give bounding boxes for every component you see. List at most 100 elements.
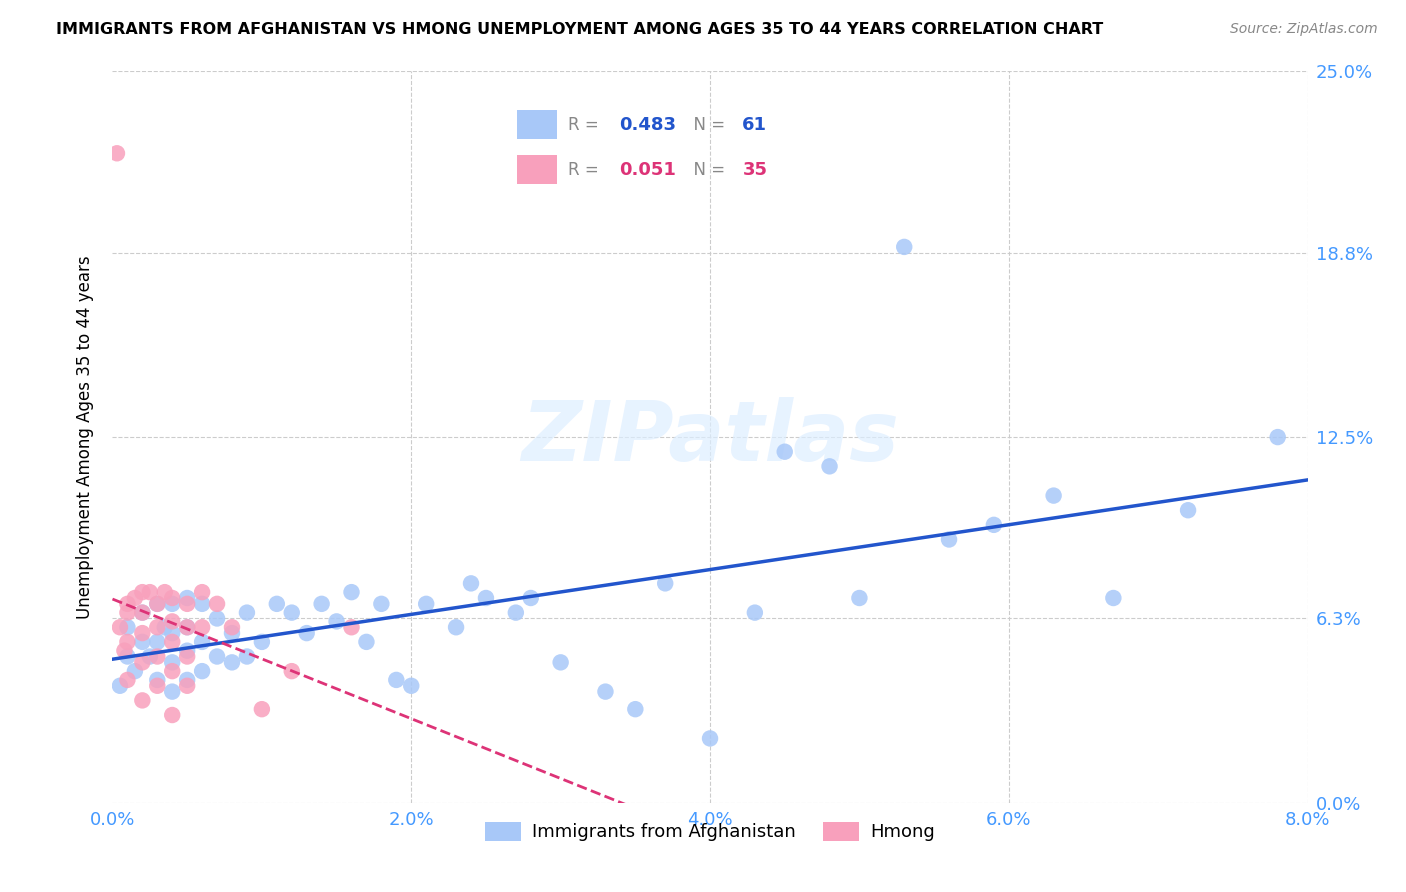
Point: [117, 635, 139, 649]
Point: [162, 615, 183, 629]
Point: [176, 673, 198, 687]
Point: [325, 615, 347, 629]
Point: [131, 656, 153, 670]
Point: [236, 649, 259, 664]
Point: [191, 597, 214, 611]
Point: [818, 459, 841, 474]
Text: N =: N =: [683, 116, 731, 134]
Point: [117, 649, 139, 664]
Point: [108, 679, 131, 693]
Y-axis label: Unemployment Among Ages 35 to 44 years: Unemployment Among Ages 35 to 44 years: [76, 255, 94, 619]
Text: Source: ZipAtlas.com: Source: ZipAtlas.com: [1230, 22, 1378, 37]
Point: [176, 597, 198, 611]
Point: [117, 597, 139, 611]
Point: [654, 576, 676, 591]
Point: [1042, 489, 1064, 503]
Point: [153, 620, 176, 634]
Text: R =: R =: [568, 116, 605, 134]
Point: [131, 606, 153, 620]
Point: [191, 620, 214, 634]
Point: [124, 664, 146, 678]
Point: [205, 611, 228, 625]
Point: [624, 702, 647, 716]
Point: [191, 635, 214, 649]
Text: IMMIGRANTS FROM AFGHANISTAN VS HMONG UNEMPLOYMENT AMONG AGES 35 TO 44 YEARS CORR: IMMIGRANTS FROM AFGHANISTAN VS HMONG UNE…: [56, 22, 1104, 37]
Point: [281, 664, 304, 678]
Point: [401, 679, 423, 693]
Point: [117, 620, 139, 634]
Point: [236, 606, 259, 620]
Point: [205, 597, 228, 611]
Point: [117, 606, 139, 620]
Point: [520, 591, 543, 605]
Point: [938, 533, 960, 547]
Point: [191, 585, 214, 599]
Point: [221, 620, 243, 634]
Point: [146, 679, 169, 693]
Point: [340, 585, 363, 599]
Point: [983, 517, 1005, 532]
Point: [162, 591, 183, 605]
Point: [146, 649, 169, 664]
Point: [162, 597, 183, 611]
Point: [356, 635, 378, 649]
Point: [370, 597, 392, 611]
Point: [131, 635, 153, 649]
Point: [117, 673, 139, 687]
Point: [176, 679, 198, 693]
Point: [139, 585, 162, 599]
FancyBboxPatch shape: [517, 155, 557, 185]
Point: [191, 664, 214, 678]
Point: [773, 444, 796, 458]
Point: [550, 656, 572, 670]
Point: [744, 606, 766, 620]
Point: [131, 626, 153, 640]
Point: [1177, 503, 1199, 517]
Point: [131, 606, 153, 620]
Point: [146, 597, 169, 611]
Point: [162, 684, 183, 698]
Point: [162, 708, 183, 723]
Point: [340, 620, 363, 634]
Point: [475, 591, 498, 605]
Point: [176, 649, 198, 664]
Point: [415, 597, 437, 611]
Point: [893, 240, 915, 254]
Point: [176, 591, 198, 605]
Legend: Immigrants from Afghanistan, Hmong: Immigrants from Afghanistan, Hmong: [478, 814, 942, 848]
Text: R =: R =: [568, 161, 605, 178]
Point: [295, 626, 318, 640]
Point: [146, 635, 169, 649]
Point: [114, 643, 135, 657]
Point: [385, 673, 408, 687]
Text: 0.483: 0.483: [619, 116, 676, 134]
Point: [131, 693, 153, 707]
Point: [146, 673, 169, 687]
Point: [162, 664, 183, 678]
Point: [595, 684, 617, 698]
Point: [153, 585, 176, 599]
Point: [176, 643, 198, 657]
Point: [108, 620, 131, 634]
Point: [139, 649, 162, 664]
Point: [162, 656, 183, 670]
Text: N =: N =: [683, 161, 731, 178]
Point: [460, 576, 482, 591]
Text: 35: 35: [742, 161, 768, 178]
Point: [162, 626, 183, 640]
Point: [162, 635, 183, 649]
Point: [250, 702, 273, 716]
Point: [176, 620, 198, 634]
Point: [505, 606, 527, 620]
Point: [221, 626, 243, 640]
Text: 61: 61: [742, 116, 768, 134]
Point: [311, 597, 333, 611]
Point: [444, 620, 467, 634]
Point: [105, 146, 128, 161]
Point: [124, 591, 146, 605]
Point: [281, 606, 304, 620]
Text: 0.051: 0.051: [619, 161, 675, 178]
Point: [699, 731, 721, 746]
Point: [1102, 591, 1125, 605]
Point: [131, 585, 153, 599]
